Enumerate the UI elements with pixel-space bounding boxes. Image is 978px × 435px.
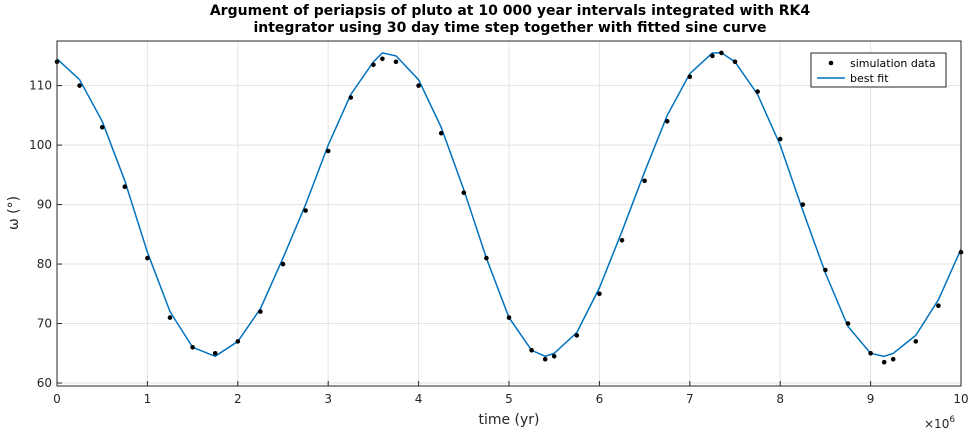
simulation-data-point (868, 351, 873, 356)
simulation-data-point (325, 148, 331, 154)
simulation-data-point (371, 62, 376, 68)
simulation-data-point (190, 345, 195, 350)
x-axis-ticks: 0 1 2 3 4 5 6 7 8 9 10 (53, 381, 969, 406)
x-tick-label: 8 (776, 392, 784, 406)
simulation-data-point (506, 315, 512, 320)
simulation-data-point (574, 333, 580, 338)
simulation-data-point (393, 59, 399, 65)
simulation-data-point (823, 267, 828, 273)
x-tick-label: 1 (144, 392, 152, 406)
simulation-data-point (77, 83, 82, 88)
simulation-data-point (913, 339, 919, 344)
x-tick-label: 7 (686, 392, 694, 406)
x-tick-label: 10 (953, 392, 968, 406)
y-axis-label: ω (°) (6, 196, 22, 230)
simulation-data-point (642, 178, 647, 184)
legend-label-simulation-data: simulation data (850, 57, 936, 70)
legend-label-best-fit: best fit (850, 72, 889, 85)
x-tick-label: 6 (596, 392, 604, 406)
x-tick-label: 0 (53, 392, 61, 406)
simulation-data-point (167, 315, 173, 320)
simulation-data-point (881, 359, 887, 365)
simulation-data-point (755, 89, 760, 94)
simulation-data-point (380, 56, 385, 62)
chart-title-line-2: integrator using 30 day time step togeth… (253, 20, 766, 36)
simulation-data-point (348, 95, 354, 100)
x-axis-exponent-base: ×10 (924, 417, 949, 431)
simulation-data-point (597, 291, 602, 297)
simulation-data-point (890, 356, 896, 362)
legend-box (810, 52, 947, 88)
simulation-data-point (664, 119, 670, 124)
y-axis-ticks: 60 70 80 90 100 110 (29, 79, 62, 390)
simulation-data-point (710, 53, 715, 59)
x-tick-label: 4 (415, 392, 423, 406)
y-tick-label: 70 (37, 317, 52, 331)
y-tick-label: 110 (29, 79, 52, 93)
simulation-data-point (619, 238, 625, 243)
simulation-data-point (438, 130, 444, 136)
simulation-data-point (303, 208, 308, 213)
legend: simulation data best fit (810, 52, 947, 88)
simulation-data-point (845, 321, 851, 326)
y-tick-label: 60 (37, 376, 52, 390)
y-tick-label: 90 (37, 198, 52, 212)
simulation-data-point (145, 255, 150, 261)
simulation-data-point (732, 59, 738, 65)
y-tick-label: 80 (37, 257, 52, 271)
x-axis-exponent: ×106 (924, 415, 955, 431)
x-tick-label: 2 (234, 392, 242, 406)
legend-marker-simulation-data (828, 60, 834, 66)
simulation-data-point (484, 255, 489, 261)
simulation-data-point (719, 50, 724, 56)
chart-title-line-1: Argument of periapsis of pluto at 10 000… (210, 3, 811, 19)
simulation-data-point (212, 351, 218, 356)
x-axis-label: time (yr) (478, 412, 539, 428)
simulation-data-point (235, 339, 241, 344)
simulation-data-point (777, 136, 783, 142)
simulation-data-point (258, 309, 263, 314)
simulation-data-point (99, 125, 105, 130)
simulation-data-point (122, 184, 128, 189)
simulation-data-point (936, 303, 941, 309)
x-tick-label: 9 (867, 392, 875, 406)
simulation-data-point (551, 354, 557, 359)
x-tick-label: 5 (505, 392, 513, 406)
simulation-data-point (461, 190, 467, 195)
simulation-data-point (542, 356, 548, 362)
simulation-data-point (800, 202, 806, 207)
simulation-data-point (280, 261, 286, 267)
simulation-data-point (529, 348, 534, 353)
simulation-data-point (687, 74, 693, 79)
marker-layer (54, 50, 964, 365)
simulation-data-point (416, 83, 421, 88)
x-tick-label: 3 (324, 392, 332, 406)
y-tick-label: 100 (29, 138, 52, 152)
x-axis-exponent-power: 6 (949, 415, 955, 425)
